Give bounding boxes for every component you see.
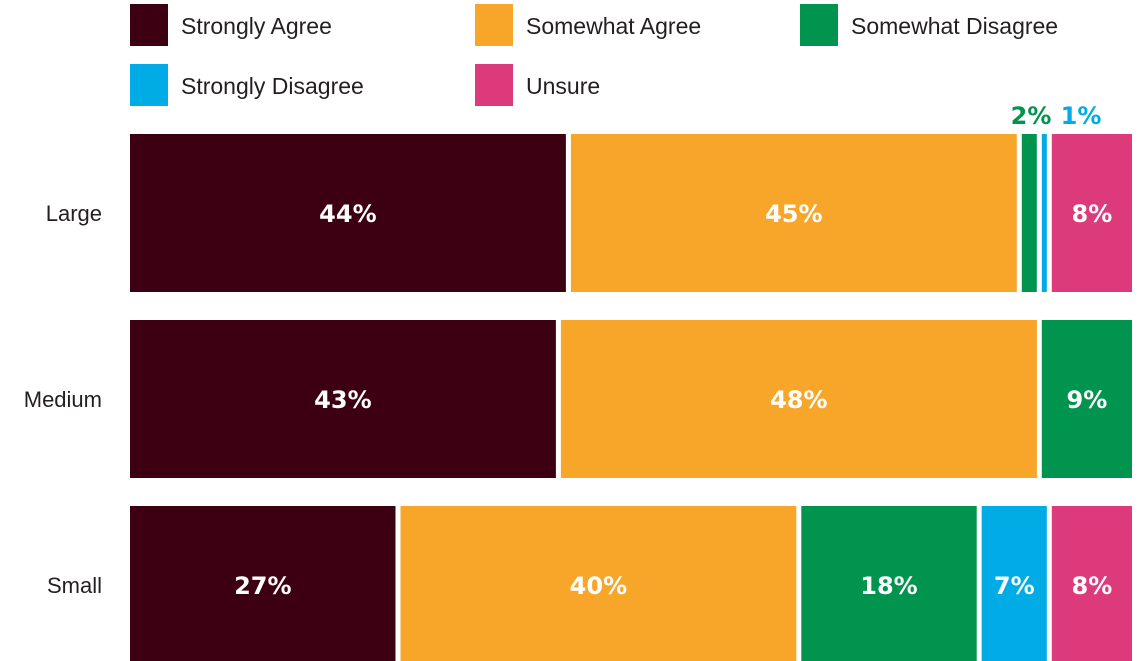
outside-label-large-strongly-disagree: 1%	[1061, 102, 1102, 130]
category-label-large: Large	[46, 201, 102, 226]
bar-segment-medium-somewhat-disagree	[1041, 320, 1132, 478]
bar-segment-small-strongly-disagree	[981, 506, 1047, 661]
bar-segment-large-unsure	[1051, 134, 1132, 292]
value-label-small-strongly-disagree: 7%	[994, 572, 1035, 600]
category-axis-labels: Large Medium Small	[24, 201, 102, 598]
legend-item-strongly-agree: Strongly Agree	[130, 4, 332, 46]
legend-item-strongly-disagree: Strongly Disagree	[130, 64, 364, 106]
bar-segment-large-somewhat-agree	[570, 134, 1017, 292]
legend: Strongly Agree Somewhat Agree Somewhat Dis…	[130, 4, 1058, 106]
legend-swatch-somewhat-agree	[475, 4, 513, 46]
bar-segment-medium-somewhat-agree	[560, 320, 1037, 478]
bar-row-medium: 43% 48% 9%	[130, 320, 1132, 478]
legend-item-somewhat-agree: Somewhat Agree	[475, 4, 701, 46]
bar-segment-large-strongly-disagree	[1041, 134, 1047, 292]
bar-row-small: 27% 40% 18% 7% 8%	[130, 506, 1132, 661]
outside-label-large-somewhat-disagree: 2%	[1011, 102, 1052, 130]
legend-label-somewhat-agree: Somewhat Agree	[526, 13, 701, 39]
bar-segment-small-strongly-agree	[130, 506, 396, 661]
value-label-medium-strongly-agree: 43%	[314, 386, 371, 414]
legend-swatch-strongly-disagree	[130, 64, 168, 106]
legend-item-somewhat-disagree: Somewhat Disagree	[800, 4, 1058, 46]
bars: 44% 45% 8% 43% 48% 9% 27% 40% 18% 7% 8%	[130, 134, 1132, 661]
legend-swatch-somewhat-disagree	[800, 4, 838, 46]
legend-label-strongly-disagree: Strongly Disagree	[181, 73, 364, 99]
legend-label-somewhat-disagree: Somewhat Disagree	[851, 13, 1058, 39]
legend-label-strongly-agree: Strongly Agree	[181, 13, 332, 39]
bar-segment-large-somewhat-disagree	[1021, 134, 1037, 292]
value-label-medium-somewhat-disagree: 9%	[1067, 386, 1108, 414]
value-label-large-strongly-agree: 44%	[319, 200, 376, 228]
value-label-large-somewhat-agree: 45%	[765, 200, 822, 228]
legend-swatch-strongly-agree	[130, 4, 168, 46]
legend-item-unsure: Unsure	[475, 64, 600, 106]
value-label-small-somewhat-disagree: 18%	[860, 572, 917, 600]
legend-swatch-unsure	[475, 64, 513, 106]
value-label-small-somewhat-agree: 40%	[570, 572, 627, 600]
bar-segment-small-somewhat-agree	[400, 506, 797, 661]
bar-row-large: 44% 45% 8%	[130, 134, 1132, 292]
bar-segment-small-unsure	[1051, 506, 1132, 661]
bar-segment-large-strongly-agree	[130, 134, 566, 292]
bar-segment-small-somewhat-disagree	[801, 506, 977, 661]
bar-segment-medium-strongly-agree	[130, 320, 556, 478]
outside-value-labels: 2% 1%	[1011, 102, 1102, 130]
value-label-small-strongly-agree: 27%	[234, 572, 291, 600]
category-label-medium: Medium	[24, 387, 102, 412]
value-label-small-unsure: 8%	[1072, 572, 1113, 600]
legend-label-unsure: Unsure	[526, 73, 600, 99]
category-label-small: Small	[47, 573, 102, 598]
value-label-medium-somewhat-agree: 48%	[770, 386, 827, 414]
value-label-large-unsure: 8%	[1072, 200, 1113, 228]
